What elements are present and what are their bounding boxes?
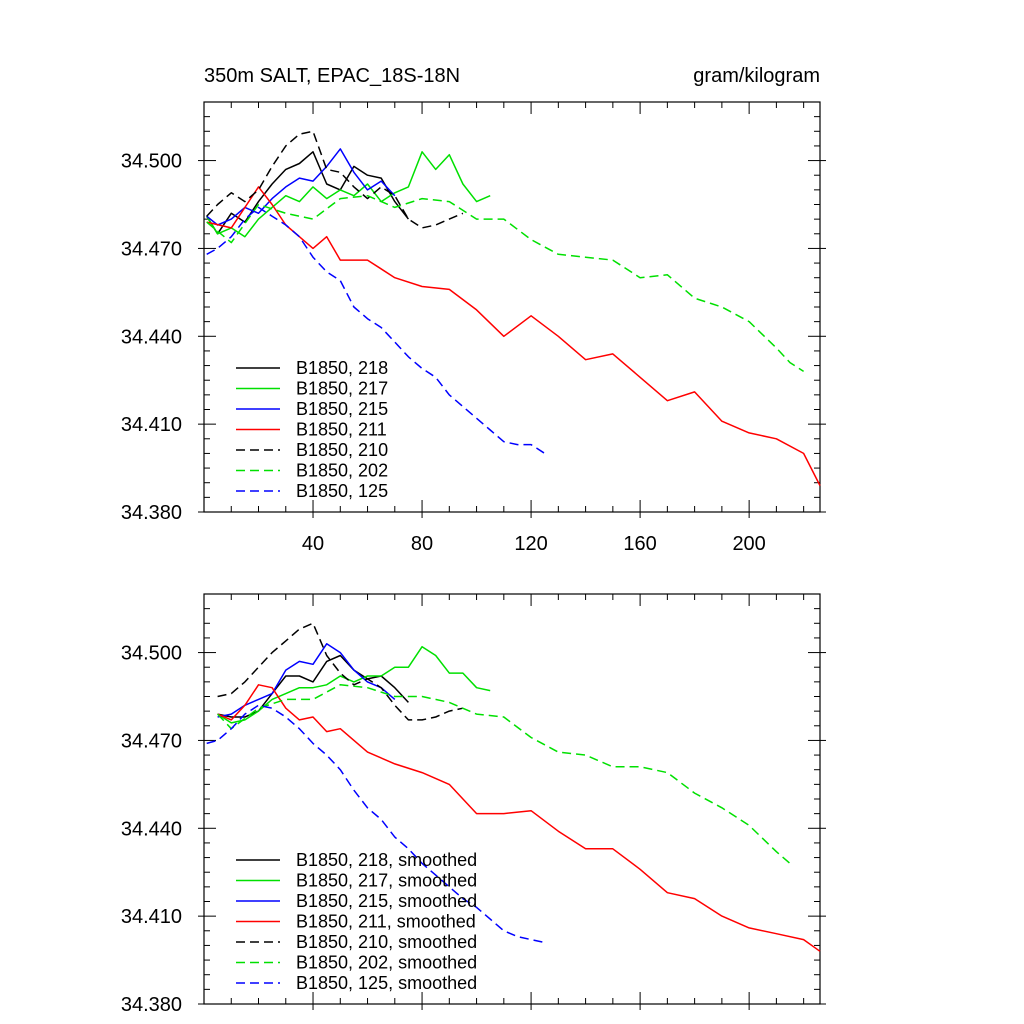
y-tick-label: 34.410 [121, 906, 182, 928]
legend-label: B1850, 211, smoothed [296, 912, 476, 932]
plot-area: 40 80 120 160 200 34.380 34.410 34.440 34.470 34.… [121, 101, 826, 555]
series-line-4 [217, 622, 464, 721]
plot-area: 34.380 34.410 34.440 34.470 34.500 B1850, 218… [121, 593, 826, 1016]
y-tick-label: 34.380 [121, 502, 182, 524]
legend-label: B1850, 125, smoothed [296, 973, 477, 993]
series-group [206, 622, 821, 952]
y-tick-label: 34.380 [121, 994, 182, 1016]
y-tick-label: 34.440 [121, 326, 182, 348]
y-tick-label: 34.470 [121, 730, 182, 752]
x-tick-label: 200 [732, 533, 765, 555]
top-panel: 350m SALT, EPAC_18S-18N gram/kilogram 40… [121, 65, 826, 555]
series-line-6 [206, 206, 546, 455]
y-tick-label: 34.470 [121, 238, 182, 260]
legend-label: B1850, 210, smoothed [296, 932, 477, 952]
x-tick-label: 120 [514, 533, 547, 555]
series-line-3 [217, 684, 821, 952]
series-line-5 [217, 684, 791, 864]
legend-label: B1850, 202, smoothed [296, 953, 477, 973]
y-tick-label: 34.500 [121, 643, 182, 665]
series-line-4 [206, 130, 464, 229]
legend-label: B1850, 215 [296, 399, 388, 419]
legend-label: B1850, 202 [296, 461, 388, 481]
series-line-1 [206, 151, 491, 238]
series-line-2 [206, 148, 396, 226]
chart-units: gram/kilogram [693, 65, 820, 87]
legend-label: B1850, 125 [296, 481, 388, 501]
legend-label: B1850, 218 [296, 358, 388, 378]
legend-label: B1850, 211 [296, 420, 387, 440]
x-tick-label: 80 [411, 533, 433, 555]
y-tick-label: 34.440 [121, 818, 182, 840]
series-line-6 [206, 704, 545, 944]
chart-title: 350m SALT, EPAC_18S-18N [204, 65, 460, 87]
series-group [206, 130, 821, 486]
legend-label: B1850, 217, smoothed [296, 871, 477, 891]
series-line-3 [206, 186, 821, 486]
bottom-panel: 34.380 34.410 34.440 34.470 34.500 B1850, 218… [121, 593, 826, 1016]
legend-label: B1850, 210 [296, 440, 388, 460]
series-line-5 [206, 194, 805, 373]
legend-label: B1850, 218, smoothed [296, 850, 477, 870]
legend-label: B1850, 217 [296, 379, 388, 399]
y-tick-label: 34.410 [121, 414, 182, 436]
x-tick-label: 160 [623, 533, 656, 555]
legend-label: B1850, 215, smoothed [296, 891, 477, 911]
y-tick-label: 34.500 [121, 151, 182, 173]
x-tick-label: 40 [302, 533, 324, 555]
